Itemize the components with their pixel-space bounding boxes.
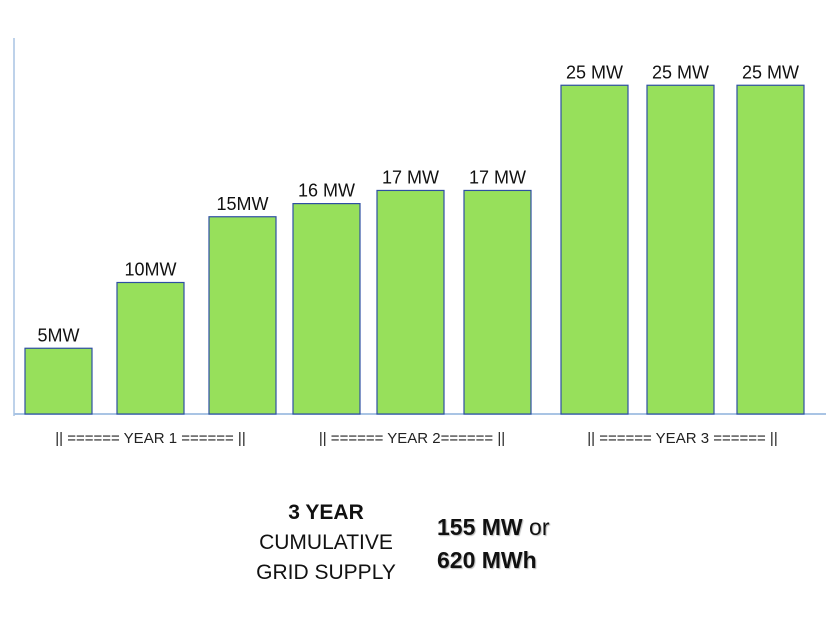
- bar-4: [292, 203, 361, 415]
- summary-caption: 3 YEAR CUMULATIVE GRID SUPPLY: [236, 498, 416, 588]
- summary-line-grid-supply: GRID SUPPLY: [256, 561, 396, 584]
- summary-connector: or: [522, 514, 550, 540]
- bar-value-label-5: 17 MW: [382, 167, 439, 187]
- bar-value-label-8: 25 MW: [652, 62, 709, 82]
- bar-value-label-9: 25 MW: [742, 62, 799, 82]
- bar-1: [24, 347, 93, 415]
- data-labels-layer: 5MW 10MW 15MW 16 MW 17 MW 17 MW 25 MW 25 MW 25 M…: [38, 62, 800, 345]
- bar-7: [560, 84, 629, 415]
- bar-5: [376, 189, 445, 415]
- summary-total-mw: 155 MW: [437, 514, 523, 540]
- group-label-year-1: || ====== YEAR 1 ====== ||: [55, 430, 245, 447]
- bar-chart: 5MW 10MW 15MW 16 MW 17 MW 17 MW 25 MW 25 MW 25 M…: [13, 38, 826, 447]
- bar-9: [736, 84, 805, 415]
- bars-layer: [24, 84, 805, 415]
- bar-value-label-6: 17 MW: [469, 167, 526, 187]
- bar-6: [463, 189, 532, 415]
- summary-line-cumulative: CUMULATIVE: [259, 531, 393, 554]
- bar-2: [116, 281, 185, 415]
- bar-value-label-7: 25 MW: [566, 62, 623, 82]
- bar-value-label-4: 16 MW: [298, 181, 355, 201]
- summary-heading: 3 YEAR: [288, 501, 364, 524]
- summary-totals: 155 MW or 620 MWh: [437, 511, 549, 577]
- group-labels-layer: || ====== YEAR 1 ====== || || ====== YEAR…: [55, 430, 777, 447]
- summary-total-mw-line: 155 MW or: [437, 511, 549, 544]
- bar-3: [208, 216, 277, 415]
- summary-total-mwh: 620 MWh: [437, 547, 537, 573]
- bar-value-label-3: 15MW: [216, 194, 268, 214]
- bar-value-label-1: 5MW: [38, 325, 80, 345]
- group-label-year-3: || ====== YEAR 3 ====== ||: [587, 430, 777, 447]
- bar-value-label-2: 10MW: [124, 260, 176, 280]
- bar-8: [646, 84, 715, 415]
- group-label-year-2: || ====== YEAR 2====== ||: [319, 430, 505, 447]
